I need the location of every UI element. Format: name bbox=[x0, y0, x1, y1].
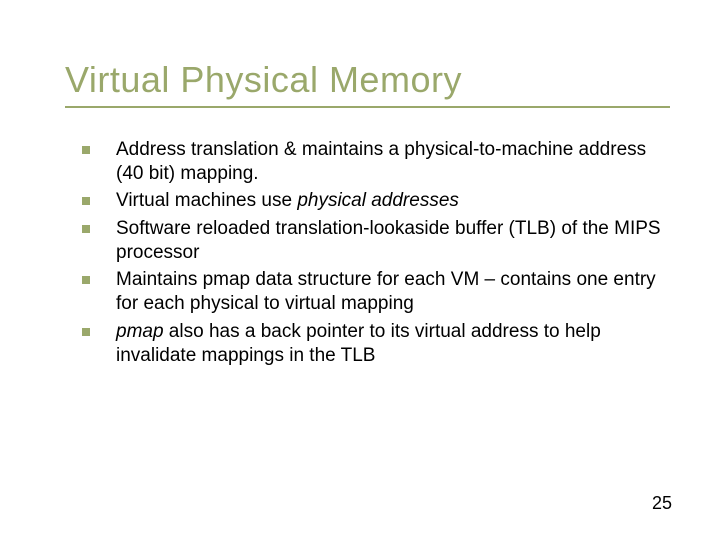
bullet-text-pre: Maintains pmap data structure for each V… bbox=[116, 269, 656, 314]
page-number: 25 bbox=[652, 493, 672, 514]
bullet-text-ital: pmap bbox=[116, 321, 164, 342]
bullet-text-ital: physical addresses bbox=[297, 190, 459, 211]
slide-title: Virtual Physical Memory bbox=[65, 60, 670, 100]
list-item: Maintains pmap data structure for each V… bbox=[82, 268, 670, 317]
bullet-text-post: also has a back pointer to its virtual a… bbox=[116, 321, 601, 366]
list-item: pmap also has a back pointer to its virt… bbox=[82, 320, 670, 369]
bullet-text-pre: Address translation & maintains a physic… bbox=[116, 139, 646, 184]
bullet-text-pre: Software reloaded translation-lookaside … bbox=[116, 218, 661, 263]
list-item: Address translation & maintains a physic… bbox=[82, 138, 670, 187]
bullet-icon bbox=[82, 225, 90, 233]
bullet-icon bbox=[82, 197, 90, 205]
list-item: Virtual machines use physical addresses bbox=[82, 189, 670, 213]
title-underline: Virtual Physical Memory bbox=[65, 60, 670, 108]
bullet-icon bbox=[82, 146, 90, 154]
bullet-icon bbox=[82, 276, 90, 284]
bullet-list: Address translation & maintains a physic… bbox=[82, 138, 670, 369]
bullet-text-pre: Virtual machines use bbox=[116, 190, 297, 211]
slide: Virtual Physical Memory Address translat… bbox=[0, 0, 720, 540]
list-item: Software reloaded translation-lookaside … bbox=[82, 217, 670, 266]
bullet-icon bbox=[82, 328, 90, 336]
